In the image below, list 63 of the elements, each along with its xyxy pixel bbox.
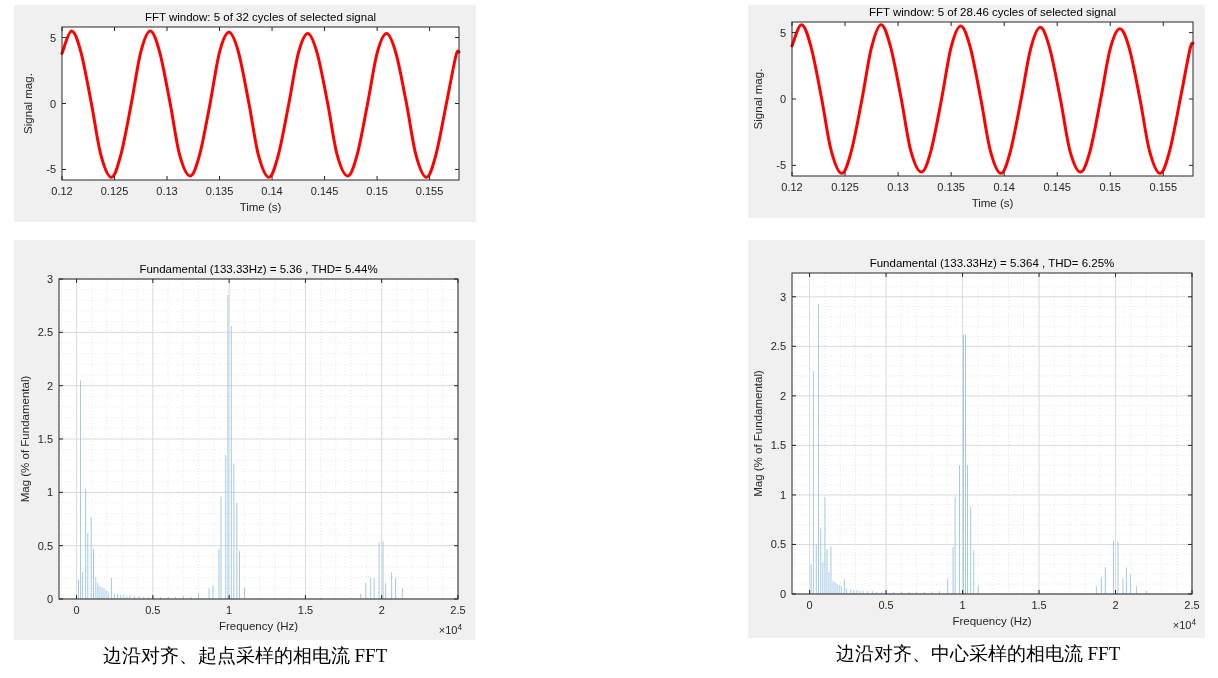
x-tick-label: 0.14 bbox=[993, 181, 1015, 193]
y-tick-label: 3 bbox=[779, 290, 786, 303]
x-tick-label: 0 bbox=[806, 599, 813, 611]
text: 边沿对齐、起点采样的相电流 FFT bbox=[102, 645, 388, 666]
x-tick-label: 1 bbox=[959, 599, 966, 611]
x-tick-label: 0.5 bbox=[878, 599, 894, 611]
y-tick-label: 1 bbox=[779, 488, 786, 501]
y-tick-label: 5 bbox=[49, 31, 56, 44]
x-tick-label: 0.135 bbox=[937, 181, 965, 193]
x-tick-label: 0.5 bbox=[145, 604, 161, 616]
x-tick-label: 0.155 bbox=[415, 185, 444, 197]
y-tick-label: -5 bbox=[46, 163, 56, 176]
x-axis-title: Time (s) bbox=[971, 197, 1014, 209]
x-tick-label: 1.5 bbox=[1031, 599, 1047, 611]
x-tick-label: 0.15 bbox=[366, 185, 388, 197]
x-tick-label: 1.5 bbox=[297, 604, 314, 616]
y-tick-label: 5 bbox=[779, 26, 786, 39]
x-tick-label: 0.14 bbox=[261, 185, 283, 197]
y-axis-title: Signal mag. bbox=[752, 68, 764, 130]
y-axis-title: Mag (% of Fundamental) bbox=[19, 375, 31, 503]
x-tick-label: 1 bbox=[226, 604, 233, 616]
text: ×10$^{4}$ bbox=[438, 622, 463, 636]
x-tick-label: 2.5 bbox=[450, 604, 466, 616]
x-tick-label: 0.15 bbox=[1099, 181, 1121, 193]
x-tick-label: 0.125 bbox=[100, 185, 129, 197]
x-axis-title: Frequency (Hz) bbox=[952, 615, 1032, 627]
x-tick-label: 0.135 bbox=[205, 185, 234, 197]
x-tick-label: 0.12 bbox=[51, 185, 73, 197]
x-tick-label: 0 bbox=[73, 604, 80, 616]
x-tick-label: 0.12 bbox=[781, 181, 803, 193]
y-tick-label: 1.5 bbox=[37, 433, 53, 445]
x-tick-label: 2 bbox=[1112, 599, 1119, 611]
y-tick-label: 0 bbox=[779, 588, 786, 600]
x-tick-label: 2 bbox=[378, 604, 385, 616]
x-axis-title: Time (s) bbox=[239, 201, 282, 213]
x-tick-label: 2.5 bbox=[1184, 599, 1200, 611]
y-axis-title: Signal mag. bbox=[22, 73, 34, 134]
y-tick-label: 1 bbox=[46, 486, 53, 499]
y-tick-label: 0 bbox=[779, 93, 786, 105]
x-axis-title: Frequency (Hz) bbox=[218, 620, 299, 632]
y-tick-label: 0.5 bbox=[37, 539, 53, 552]
y-tick-label: 0.5 bbox=[770, 538, 786, 551]
x-tick-label: 0.13 bbox=[887, 181, 909, 193]
y-tick-label: 3 bbox=[46, 273, 53, 285]
y-tick-label: 1.5 bbox=[770, 439, 786, 452]
y-tick-label: 0 bbox=[49, 97, 56, 110]
chart-title: FFT window: 5 of 28.46 cycles of selected signal bbox=[868, 6, 1117, 18]
text: ×10$^{4}$ bbox=[1172, 617, 1197, 631]
y-tick-label: 2.5 bbox=[770, 340, 786, 353]
y-tick-label: -5 bbox=[776, 159, 786, 172]
y-tick-label: 2 bbox=[779, 389, 786, 402]
chart-title: Fundamental (133.33Hz) = 5.364 , THD= 6.25% bbox=[869, 257, 1115, 269]
x-tick-label: 0.145 bbox=[310, 185, 339, 197]
text: 边沿对齐、中心采样的相电流 FFT bbox=[835, 643, 1121, 664]
chart-title: FFT window: 5 of 32 cycles of selected signal bbox=[144, 11, 377, 23]
x-tick-label: 0.155 bbox=[1149, 181, 1178, 193]
y-axis-title: Mag (% of Fundamental) bbox=[752, 370, 764, 497]
x-tick-label: 0.125 bbox=[831, 181, 859, 193]
y-tick-label: 2 bbox=[46, 379, 53, 392]
y-tick-label: 2.5 bbox=[37, 326, 53, 339]
x-tick-label: 0.13 bbox=[156, 185, 178, 197]
chart-title: Fundamental (133.33Hz) = 5.36 , THD= 5.44% bbox=[139, 263, 378, 275]
x-tick-label: 0.145 bbox=[1043, 181, 1071, 193]
